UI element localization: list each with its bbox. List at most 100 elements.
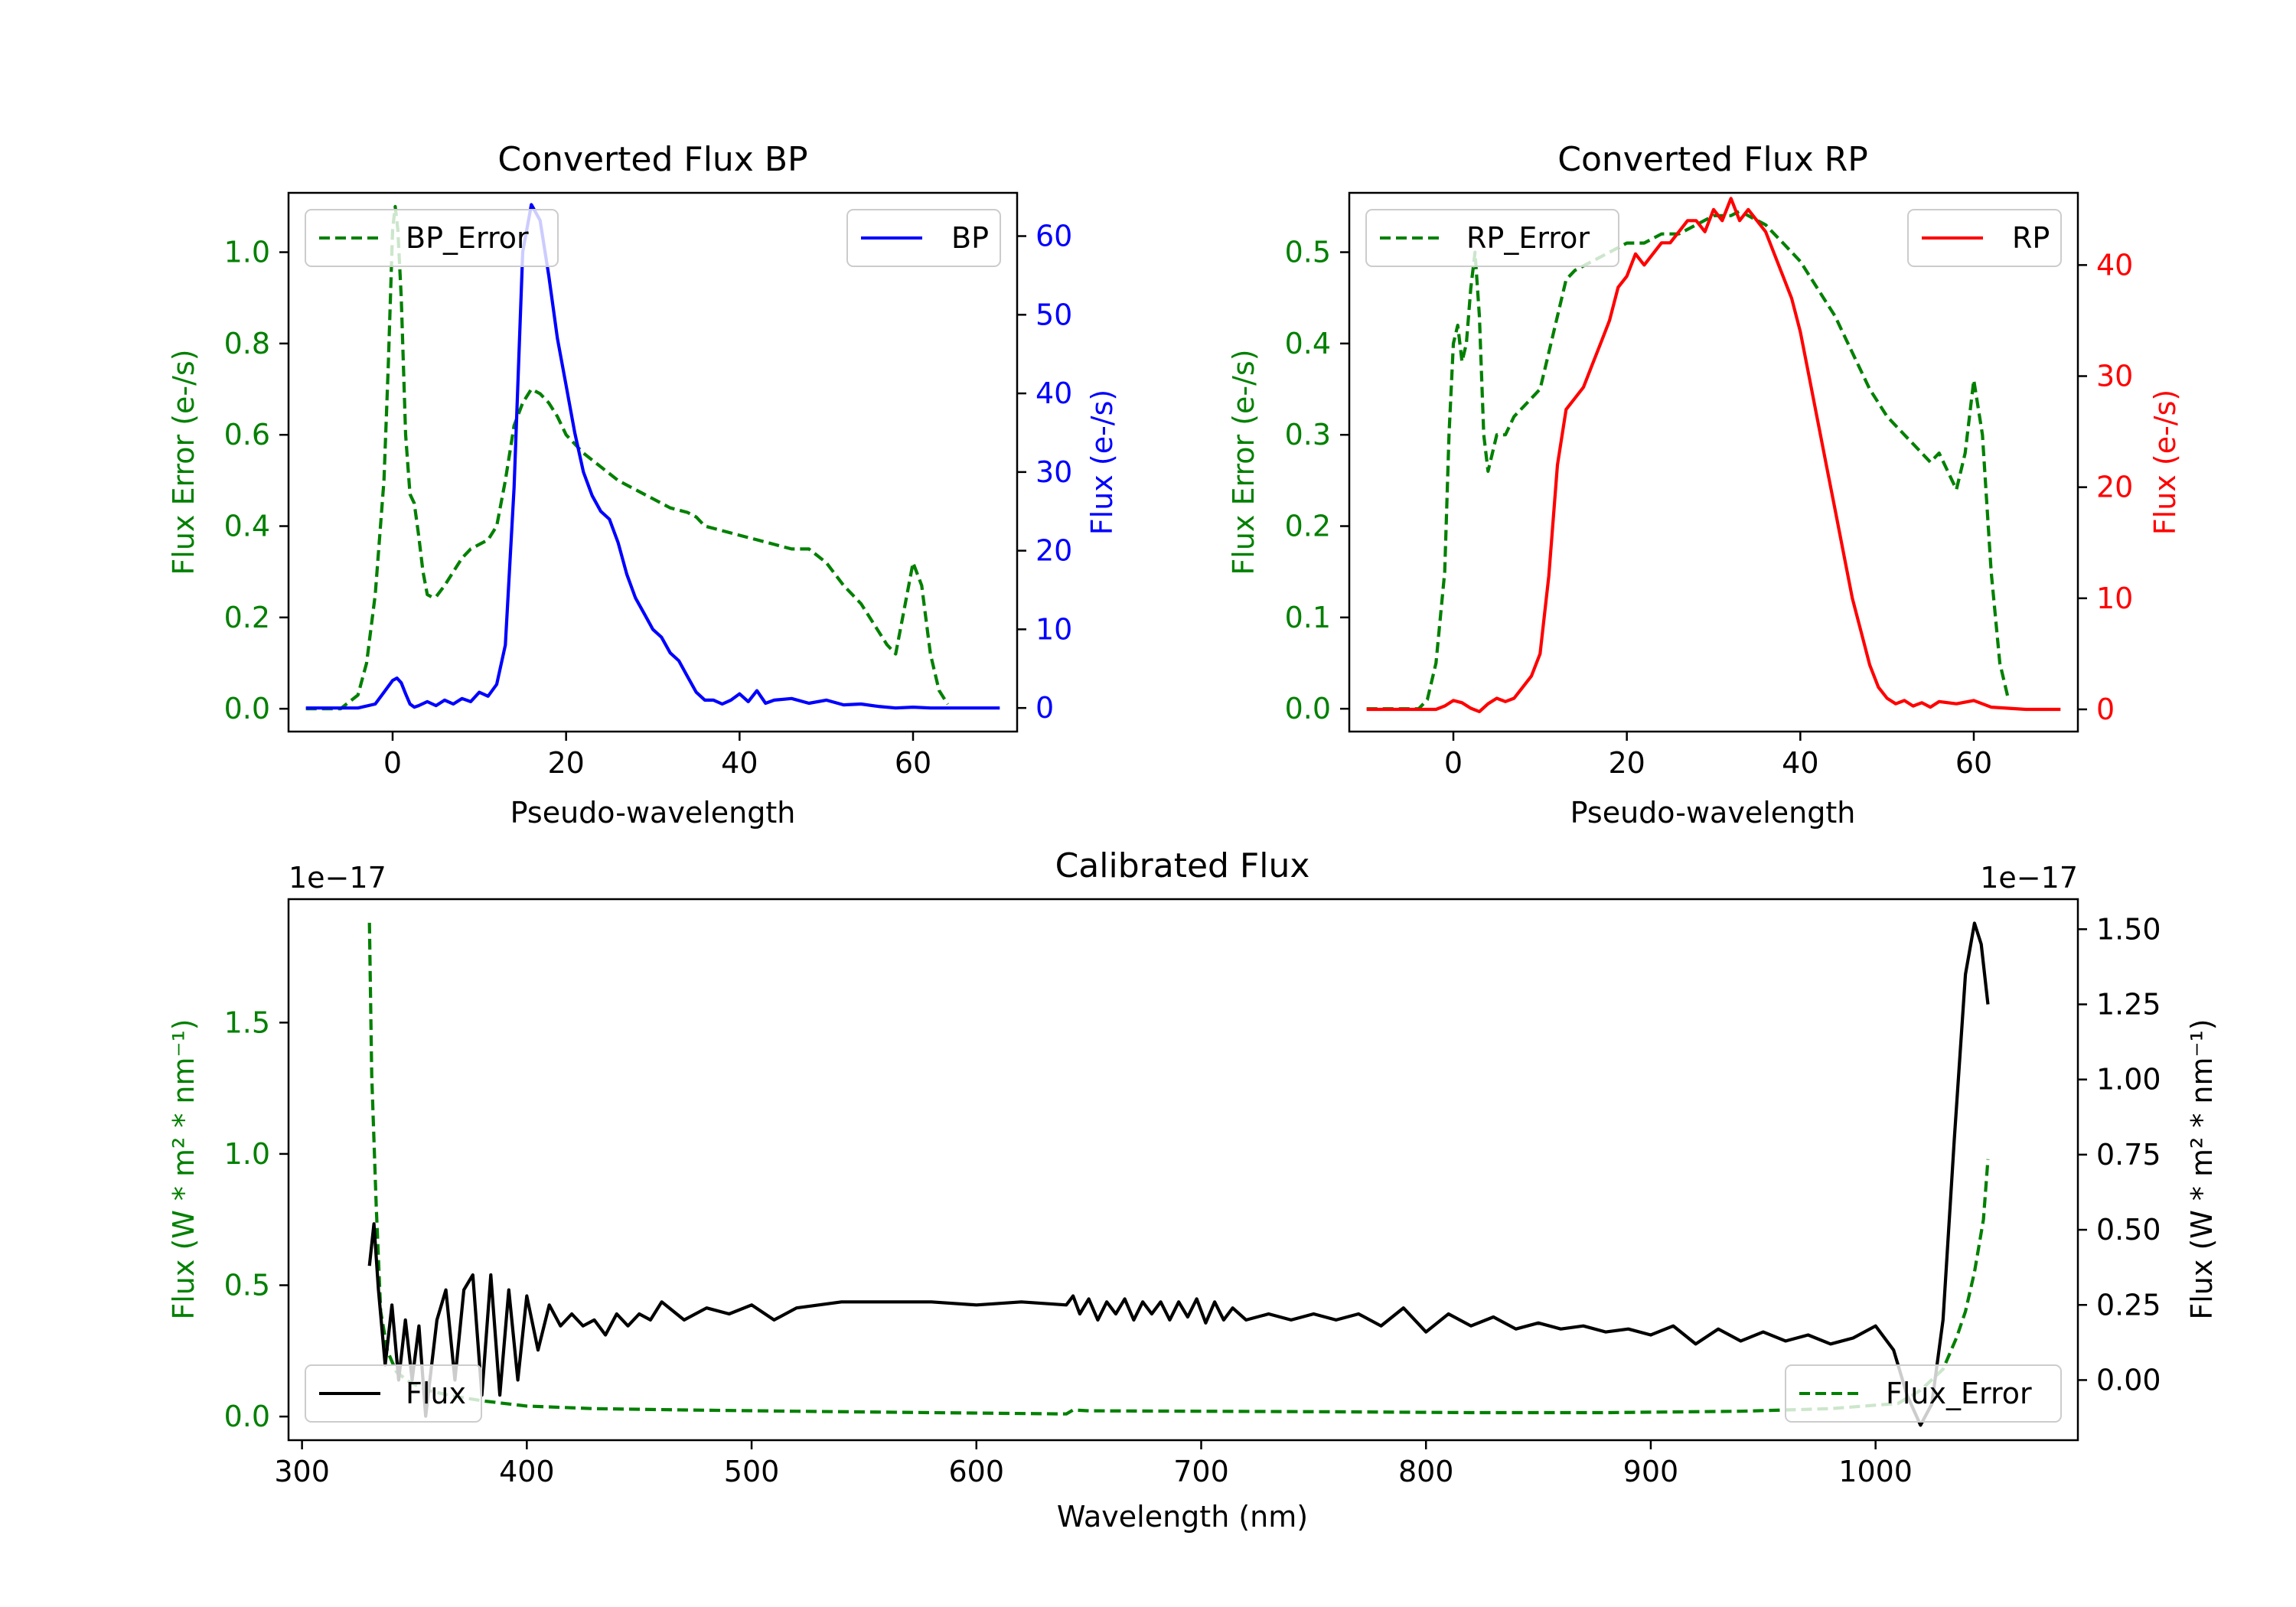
- cal-left-tick-label: 1.0: [224, 1137, 270, 1171]
- cal-x-tick-label: 700: [1173, 1455, 1229, 1488]
- rp-legend-box: [1907, 209, 2062, 267]
- cal-right-tick-label: 1.25: [2096, 987, 2161, 1021]
- rp-right-tick-label: 10: [2096, 582, 2133, 615]
- rp-x-label: Pseudo-wavelength: [1570, 796, 1856, 830]
- bp-legend-box: [846, 209, 1001, 267]
- bp-right-tick-label: 60: [1035, 220, 1072, 253]
- bp-right-tick-label: 20: [1035, 534, 1072, 568]
- rp-right-tick-label: 0: [2096, 693, 2115, 726]
- rp-axes-frame: [1348, 191, 2079, 733]
- bp-right-y-label: Flux (e-/s): [1085, 390, 1119, 535]
- rp-left-tick-label: 0.1: [1285, 601, 1331, 634]
- bp-x-tick-label: 20: [547, 746, 584, 780]
- cal-x-ticks: 300 400 500 600 700 800 900 1000: [274, 1440, 1913, 1488]
- cal-x-tick-label: 800: [1398, 1455, 1454, 1488]
- bp-legend: BP: [846, 209, 1001, 267]
- cal-x-tick-label: 400: [499, 1455, 555, 1488]
- bp-right-tick-label: 30: [1035, 455, 1072, 489]
- cal-right-tick-label: 0.25: [2096, 1288, 2161, 1322]
- cal-x-tick-label: 500: [724, 1455, 780, 1488]
- cal-left-tick-label: 0.0: [224, 1400, 270, 1433]
- bp-right-tick-label: 40: [1035, 376, 1072, 410]
- rp-x-tick-label: 20: [1608, 746, 1645, 780]
- cal-right-tick-label: 0.50: [2096, 1213, 2161, 1247]
- bp-legend-label: BP: [951, 221, 989, 255]
- bp-bp-line: [305, 203, 1000, 710]
- rp-left-tick-label: 0.5: [1285, 236, 1331, 269]
- rp-left-tick-label: 0.4: [1285, 327, 1331, 360]
- bp-x-ticks: 0 20 40 60: [383, 732, 931, 780]
- cal-axes-frame: [287, 898, 2079, 1442]
- rp-series-layer: [1366, 197, 2061, 714]
- bp-x-tick-label: 60: [895, 746, 931, 780]
- bp-left-tick-label: 0.4: [224, 510, 270, 543]
- rp-right-y-label: Flux (e-/s): [2148, 390, 2182, 535]
- bp-right-tick-label: 10: [1035, 612, 1072, 646]
- cal-right-tick-label: 1.50: [2096, 912, 2161, 946]
- cal-error-legend-label: Flux_Error: [1886, 1377, 2032, 1410]
- bp-x-tick-label: 40: [721, 746, 758, 780]
- bp-x-tick-label: 0: [383, 746, 402, 780]
- bp-left-tick-label: 0.0: [224, 692, 270, 725]
- cal-title: Calibrated Flux: [1055, 846, 1310, 885]
- cal-x-tick-label: 300: [274, 1455, 330, 1488]
- rp-x-ticks: 0 20 40 60: [1444, 732, 1992, 780]
- rp-x-tick-label: 60: [1955, 746, 1992, 780]
- cal-right-tick-label: 0.00: [2096, 1363, 2161, 1397]
- rp-panel: Converted Flux RP 0 20 40 60 0.00.10.20.30.…: [1227, 140, 2182, 830]
- bp-left-tick-label: 0.2: [224, 601, 270, 634]
- rp-error-legend: RP_Error: [1365, 209, 1619, 267]
- rp-left-tick-label: 0.3: [1285, 418, 1331, 451]
- cal-left-offset-label: 1e−17: [289, 861, 386, 895]
- rp-left-tick-label: 0.0: [1285, 692, 1331, 725]
- cal-error-legend-box: [1785, 1364, 2062, 1423]
- rp-legend-label: RP: [2012, 221, 2050, 255]
- rp-left-y-label: Flux Error (e-/s): [1227, 349, 1261, 575]
- cal-left-ticks: 0.0 0.5 1.0 1.5: [224, 1006, 289, 1433]
- bp-error-legend: BP_Error: [305, 209, 559, 267]
- cal-x-tick-label: 900: [1623, 1455, 1679, 1488]
- rp-error-legend-box: [1365, 209, 1619, 267]
- rp-legend: RP: [1907, 209, 2062, 267]
- cal-flux-legend-label: Flux: [406, 1377, 466, 1410]
- rp-x-tick-label: 0: [1444, 746, 1463, 780]
- rp-right-tick-label: 40: [2096, 248, 2133, 282]
- bp-left-tick-label: 0.6: [224, 418, 270, 451]
- rp-right-tick-label: 30: [2096, 360, 2133, 393]
- rp-left-ticks: 0.0 0.1 0.2 0.3 0.4 0.5: [1285, 236, 1349, 725]
- bp-panel: Converted Flux BP 0 20 40 60 0.00.20.40.60.…: [167, 140, 1119, 830]
- cal-left-y-label: Flux (W * m² * nm⁻¹): [167, 1019, 201, 1319]
- rp-x-tick-label: 40: [1782, 746, 1818, 780]
- cal-left-tick-label: 1.5: [224, 1006, 270, 1039]
- bp-left-tick-label: 0.8: [224, 327, 270, 360]
- rp-right-tick-label: 20: [2096, 471, 2133, 504]
- cal-flux-line: [367, 921, 1990, 1427]
- cal-panel: Calibrated Flux 1e−17 1e−17 300 400 500 600…: [167, 846, 2219, 1534]
- rp-rp-error-line: [1366, 209, 2011, 711]
- rp-left-tick-label: 0.2: [1285, 510, 1331, 543]
- bp-left-ticks: 0.0 0.2 0.4 0.6 0.8 1.0: [224, 236, 289, 725]
- cal-x-tick-label: 1000: [1838, 1455, 1913, 1488]
- cal-right-tick-label: 1.00: [2096, 1063, 2161, 1097]
- bp-x-label: Pseudo-wavelength: [510, 796, 796, 830]
- bp-title: Converted Flux BP: [497, 140, 807, 179]
- cal-right-tick-label: 0.75: [2096, 1138, 2161, 1172]
- cal-left-tick-label: 0.5: [224, 1269, 270, 1302]
- cal-right-ticks: 0.00 0.25 0.50 0.75 1.00 1.25 1.50: [2078, 912, 2161, 1397]
- rp-error-legend-label: RP_Error: [1466, 221, 1590, 255]
- bp-error-legend-box: [305, 209, 559, 267]
- bp-right-tick-label: 50: [1035, 298, 1072, 331]
- cal-flux-legend: Flux: [305, 1364, 482, 1423]
- cal-right-y-label: Flux (W * m² * nm⁻¹): [2185, 1019, 2219, 1319]
- bp-right-ticks: 0 10 20 30 40 50 60: [1017, 220, 1072, 725]
- cal-error-legend: Flux_Error: [1785, 1364, 2062, 1423]
- rp-title: Converted Flux RP: [1557, 140, 1868, 179]
- cal-flux-legend-box: [305, 1364, 482, 1423]
- bp-axes-frame: [287, 191, 1019, 733]
- bp-series-layer: [305, 203, 1000, 711]
- bp-left-y-label: Flux Error (e-/s): [167, 349, 201, 575]
- bp-error-legend-label: BP_Error: [406, 221, 529, 255]
- bp-left-tick-label: 1.0: [224, 236, 270, 269]
- bp-bp-error-line: [305, 204, 950, 711]
